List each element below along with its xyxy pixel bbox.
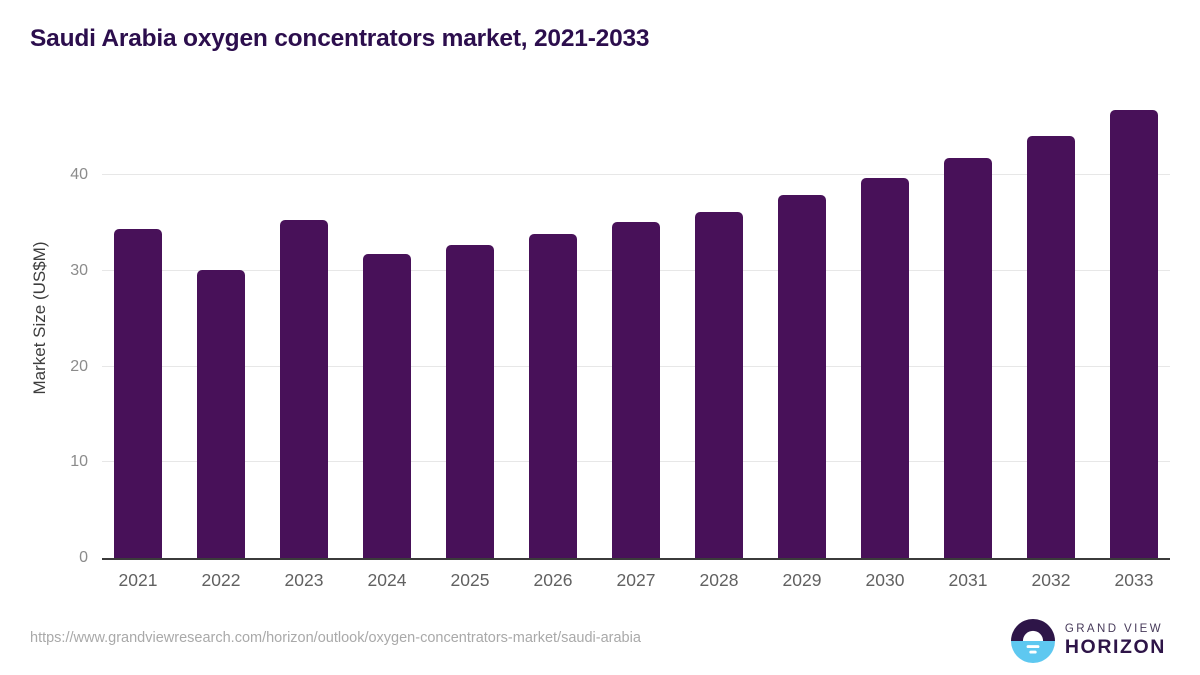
- y-tick-label-20: 20: [70, 357, 88, 375]
- bar-2030: [861, 178, 909, 558]
- x-tick-cell-2032: 2032: [1027, 570, 1075, 591]
- y-tick-label-30: 30: [70, 262, 88, 280]
- x-tick-label-2030: 2030: [865, 570, 905, 590]
- x-tick-cell-2025: 2025: [446, 570, 494, 591]
- x-tick-cell-2031: 2031: [944, 570, 992, 591]
- x-tick-cell-2023: 2023: [280, 570, 328, 591]
- x-tick-label-2025: 2025: [450, 570, 490, 590]
- x-tick-cell-2030: 2030: [861, 570, 909, 591]
- x-tick-cell-2029: 2029: [778, 570, 826, 591]
- chart-title: Saudi Arabia oxygen concentrators market…: [30, 25, 650, 52]
- bar-2031: [944, 158, 992, 558]
- x-axis-labels: 2021 2022 2023 2024 2025 2026 2027 2028 2029 2030…: [102, 570, 1170, 591]
- brand-logo: GRAND VIEW HORIZON: [1010, 619, 1166, 663]
- x-tick-label-2032: 2032: [1031, 570, 1071, 590]
- x-tick-label-2033: 2033: [1114, 570, 1154, 590]
- x-tick-cell-2022: 2022: [197, 570, 245, 591]
- brand-name-bottom: HORIZON: [1064, 636, 1166, 659]
- brand-logo-text: GRAND VIEW HORIZON: [1065, 623, 1166, 659]
- gridline-40: [102, 174, 1170, 176]
- x-tick-label-2023: 2023: [284, 570, 324, 590]
- bar-series: [102, 95, 1170, 558]
- source-url: https://www.grandviewresearch.com/horizo…: [30, 630, 641, 646]
- x-tick-label-2024: 2024: [367, 570, 407, 590]
- bar-2028: [695, 211, 743, 558]
- x-tick-label-2029: 2029: [782, 570, 822, 590]
- bar-2023: [280, 220, 328, 558]
- bar-2024: [363, 253, 411, 558]
- bar-2021: [114, 228, 162, 558]
- x-tick-label-2026: 2026: [533, 570, 573, 590]
- bar-2032: [1027, 136, 1075, 558]
- x-tick-label-2021: 2021: [118, 570, 158, 590]
- plot-area: 0 10 20 30 40: [70, 95, 1170, 566]
- bar-2033: [1110, 110, 1158, 558]
- horizon-logo-icon: [1010, 619, 1055, 663]
- y-tick-label-0: 0: [79, 549, 88, 566]
- bar-2029: [778, 195, 826, 558]
- bar-2025: [446, 245, 494, 558]
- x-tick-cell-2027: 2027: [612, 570, 660, 591]
- brand-name-top: GRAND VIEW: [1064, 623, 1163, 636]
- x-tick-label-2022: 2022: [201, 570, 241, 590]
- x-tick-cell-2028: 2028: [695, 570, 743, 591]
- y-tick-label-10: 10: [70, 453, 88, 471]
- x-tick-label-2027: 2027: [616, 570, 656, 590]
- y-axis-title: Market Size (US$M): [30, 241, 49, 395]
- bar-2027: [612, 222, 660, 558]
- x-tick-cell-2033: 2033: [1110, 570, 1158, 591]
- x-tick-cell-2026: 2026: [529, 570, 577, 591]
- x-tick-cell-2021: 2021: [114, 570, 162, 591]
- bar-2022: [197, 270, 245, 558]
- x-tick-label-2028: 2028: [699, 570, 739, 590]
- x-tick-cell-2024: 2024: [363, 570, 411, 591]
- x-tick-label-2031: 2031: [948, 570, 988, 590]
- y-tick-label-40: 40: [70, 166, 88, 184]
- bar-2026: [529, 233, 577, 558]
